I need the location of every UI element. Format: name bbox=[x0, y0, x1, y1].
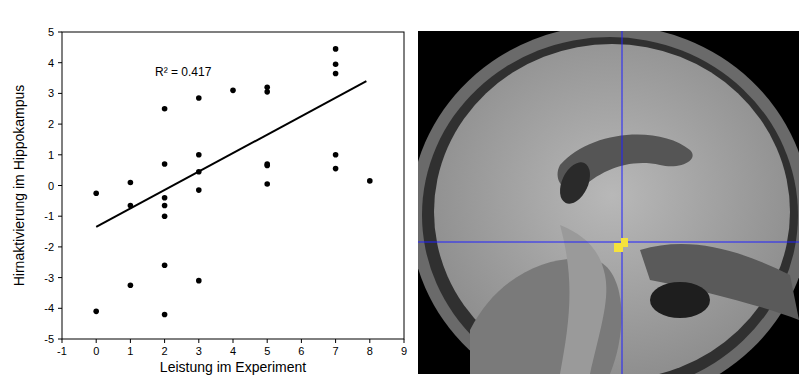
y-tick-label: 5 bbox=[48, 26, 54, 38]
x-tick bbox=[369, 339, 370, 343]
y-axis-label: Hirnaktivierung im Hippokampus bbox=[11, 85, 27, 287]
y-tick bbox=[58, 32, 62, 33]
sinus bbox=[650, 282, 710, 318]
y-tick bbox=[58, 216, 62, 217]
point bbox=[93, 309, 99, 315]
point bbox=[196, 152, 202, 158]
point bbox=[162, 213, 168, 219]
y-tick bbox=[58, 154, 62, 155]
face-region bbox=[640, 244, 799, 320]
x-tick bbox=[96, 339, 97, 343]
skull-outer bbox=[418, 31, 799, 374]
x-tick-label: 4 bbox=[230, 345, 236, 357]
y-tick bbox=[58, 339, 62, 340]
plot-marks bbox=[93, 46, 372, 317]
point bbox=[333, 61, 339, 67]
x-tick-label: 3 bbox=[196, 345, 202, 357]
plot-frame bbox=[62, 32, 404, 339]
y-tick bbox=[58, 185, 62, 186]
point bbox=[264, 163, 270, 169]
y-tick bbox=[58, 62, 62, 63]
x-tick bbox=[301, 339, 302, 343]
y-tick bbox=[58, 246, 62, 247]
annotation: R² = 0.417 bbox=[155, 65, 212, 79]
x-tick-label: 2 bbox=[162, 345, 168, 357]
y-tick-label: 1 bbox=[48, 149, 54, 161]
point bbox=[162, 106, 168, 112]
x-tick-label: -1 bbox=[57, 345, 67, 357]
point bbox=[367, 178, 373, 184]
point bbox=[128, 282, 134, 288]
crosshair-horizontal bbox=[418, 242, 799, 243]
point bbox=[162, 161, 168, 167]
x-tick-label: 9 bbox=[401, 345, 407, 357]
x-tick bbox=[164, 339, 165, 343]
point bbox=[196, 187, 202, 193]
point bbox=[162, 195, 168, 201]
ventricle bbox=[554, 158, 596, 209]
y-tick-label: -5 bbox=[44, 333, 54, 345]
cerebrum bbox=[434, 44, 790, 374]
y-tick-label: -3 bbox=[44, 272, 54, 284]
point bbox=[333, 46, 339, 52]
point bbox=[264, 89, 270, 95]
point bbox=[264, 181, 270, 187]
y-tick-label: 0 bbox=[48, 180, 54, 192]
x-tick bbox=[267, 339, 268, 343]
point bbox=[230, 88, 236, 94]
x-tick bbox=[62, 339, 63, 343]
y-tick-label: -1 bbox=[44, 210, 54, 222]
point bbox=[162, 263, 168, 269]
x-tick-label: 6 bbox=[298, 345, 304, 357]
x-tick-label: 1 bbox=[127, 345, 133, 357]
y-tick bbox=[58, 124, 62, 125]
point bbox=[196, 95, 202, 101]
point bbox=[333, 71, 339, 77]
x-tick bbox=[335, 339, 336, 343]
y-tick-label: 4 bbox=[48, 57, 54, 69]
crosshair-vertical bbox=[622, 31, 623, 374]
point bbox=[196, 278, 202, 284]
y-tick-label: -2 bbox=[44, 241, 54, 253]
y-tick-label: 3 bbox=[48, 87, 54, 99]
x-tick bbox=[198, 339, 199, 343]
x-tick bbox=[233, 339, 234, 343]
point bbox=[162, 312, 168, 318]
point bbox=[162, 203, 168, 209]
y-tick-label: 2 bbox=[48, 118, 54, 130]
point bbox=[333, 166, 339, 172]
y-tick bbox=[58, 277, 62, 278]
y-tick-label: -4 bbox=[44, 302, 54, 314]
point bbox=[93, 190, 99, 196]
x-tick-label: 8 bbox=[367, 345, 373, 357]
x-tick-label: 7 bbox=[333, 345, 339, 357]
x-tick bbox=[404, 339, 405, 343]
regression-line bbox=[96, 81, 366, 227]
skull-gap bbox=[422, 37, 798, 374]
x-tick bbox=[130, 339, 131, 343]
figure: -1 0 1 2 3 4 5 6 7 8 9 -5 -4 -3 -2 -1 0 1 2 3 4 5 Leistung im … bbox=[0, 0, 799, 390]
y-tick bbox=[58, 308, 62, 309]
brainstem bbox=[560, 225, 606, 374]
activation-blob bbox=[621, 238, 628, 247]
x-axis-label: Leistung im Experiment bbox=[160, 359, 306, 375]
x-tick-label: 5 bbox=[264, 345, 270, 357]
y-tick bbox=[58, 93, 62, 94]
x-tick-label: 0 bbox=[93, 345, 99, 357]
point bbox=[128, 180, 134, 186]
brain-image bbox=[418, 31, 799, 374]
point bbox=[333, 152, 339, 158]
